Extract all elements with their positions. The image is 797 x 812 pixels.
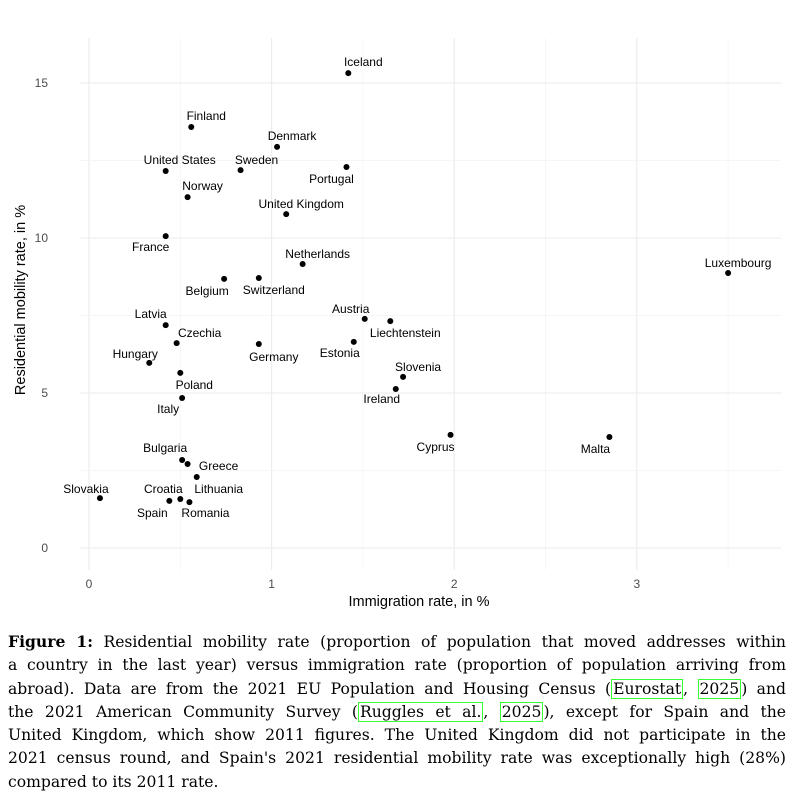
point-label-netherlands: Netherlands: [285, 247, 350, 261]
caption-text: ) and: [741, 679, 786, 698]
y-axis-label: Residential mobility rate, in %: [13, 205, 29, 395]
data-point-cyprus: [447, 431, 454, 438]
data-point-ireland: [392, 385, 399, 392]
point-label-romania: Romania: [181, 506, 229, 520]
figure-label: Figure 1:: [8, 632, 93, 651]
point-label-slovakia: Slovakia: [63, 482, 109, 496]
point-labels: Iceland Finland Denmark Sweden United States…: [63, 55, 771, 520]
citation-link-ruggles[interactable]: Ruggles et al.: [357, 701, 484, 722]
data-point-united-states: [162, 168, 169, 175]
x-axis-label: Immigration rate, in %: [348, 594, 489, 610]
citation-link-eurostat[interactable]: Eurostat: [611, 678, 684, 699]
data-point-sweden: [237, 167, 244, 174]
point-label-czechia: Czechia: [178, 326, 222, 340]
point-label-poland: Poland: [176, 378, 213, 392]
data-point-france: [162, 233, 169, 240]
data-point-malta: [606, 434, 613, 441]
data-point-latvia: [162, 322, 169, 329]
data-point-bulgaria: [179, 456, 186, 463]
point-label-germany: Germany: [249, 350, 298, 364]
point-label-iceland: Iceland: [344, 55, 383, 69]
data-point-belgium: [221, 275, 228, 282]
point-label-lithuania: Lithuania: [194, 482, 243, 496]
y-tick-label: 5: [41, 386, 48, 400]
data-point-lithuania: [193, 474, 200, 481]
data-point-portugal: [343, 164, 350, 171]
data-point-netherlands: [299, 261, 306, 268]
data-point-spain: [166, 497, 173, 504]
data-point-luxembourg: [725, 270, 732, 277]
point-label-switzerland: Switzerland: [243, 283, 305, 297]
point-label-united-kingdom: United Kingdom: [259, 197, 344, 211]
data-point-estonia: [350, 338, 357, 345]
caption-text: ), except for Spain and the: [543, 702, 786, 721]
point-label-luxembourg: Luxembourg: [705, 256, 772, 270]
x-tick-label: 0: [86, 577, 93, 591]
data-point-czechia: [173, 340, 180, 347]
data-point-italy: [179, 394, 186, 401]
point-label-norway: Norway: [182, 179, 223, 193]
point-label-united-states: United States: [144, 153, 216, 167]
point-label-denmark: Denmark: [268, 129, 318, 143]
point-label-portugal: Portugal: [309, 172, 354, 186]
caption-line: a country in the last year) versus immig…: [8, 656, 786, 675]
tick-labels: 0 1 2 3 0 5 10 15: [35, 76, 641, 591]
data-point-slovakia: [96, 495, 103, 502]
point-label-ireland: Ireland: [363, 392, 400, 406]
point-label-sweden: Sweden: [235, 153, 278, 167]
data-point-norway: [184, 194, 191, 201]
caption-line: 2021 census round, and Spain's 2021 resi…: [8, 749, 786, 768]
figure-caption: Figure 1: Residential mobility rate (pro…: [8, 630, 786, 794]
point-label-finland: Finland: [187, 109, 226, 123]
point-label-hungary: Hungary: [113, 347, 158, 361]
data-point-romania: [186, 499, 193, 506]
point-label-malta: Malta: [581, 442, 611, 456]
y-tick-label: 15: [35, 76, 49, 90]
point-label-france: France: [132, 240, 170, 254]
caption-line: the 2021 American Community Survey (: [8, 702, 358, 721]
data-point-croatia: [177, 496, 184, 503]
data-point-finland: [188, 124, 195, 131]
caption-line: abroad). Data are from the 2021 EU Popul…: [8, 679, 612, 698]
data-point-switzerland: [255, 274, 262, 281]
data-point-poland: [177, 369, 184, 376]
point-label-latvia: Latvia: [135, 307, 167, 321]
point-label-spain: Spain: [137, 506, 168, 520]
citation-link-ruggles-year[interactable]: 2025: [499, 701, 544, 722]
data-point-liechtenstein: [387, 318, 394, 325]
point-label-liechtenstein: Liechtenstein: [370, 326, 441, 340]
data-point-hungary: [146, 359, 153, 366]
caption-line: United Kingdom, which show 2011 figures.…: [8, 726, 786, 745]
data-point-greece: [184, 460, 191, 467]
caption-line: Residential mobility rate (proportion of…: [103, 633, 786, 651]
data-point-united-kingdom: [283, 211, 290, 218]
point-label-cyprus: Cyprus: [417, 440, 455, 454]
scatter-chart: 0 1 2 3 0 5 10 15 Iceland Finland Denmark Sweden Un…: [13, 38, 781, 610]
point-label-croatia: Croatia: [144, 482, 183, 496]
point-label-greece: Greece: [199, 459, 239, 473]
x-tick-label: 2: [451, 577, 458, 591]
caption-line: compared to its 2011 rate.: [8, 772, 219, 791]
data-point-iceland: [345, 70, 352, 77]
data-point-germany: [255, 341, 262, 348]
point-label-belgium: Belgium: [185, 284, 228, 298]
data-points: [96, 70, 732, 506]
point-label-austria: Austria: [332, 302, 370, 316]
point-label-slovenia: Slovenia: [395, 360, 441, 374]
data-point-slovenia: [400, 373, 407, 380]
data-point-austria: [361, 315, 368, 322]
point-label-bulgaria: Bulgaria: [143, 441, 187, 455]
gridlines: [80, 38, 781, 570]
citation-link-eurostat-year[interactable]: 2025: [697, 678, 742, 699]
point-label-estonia: Estonia: [320, 346, 360, 360]
y-tick-label: 10: [35, 231, 49, 245]
x-tick-label: 3: [633, 577, 640, 591]
data-point-denmark: [274, 143, 281, 150]
point-label-italy: Italy: [157, 402, 179, 416]
x-tick-label: 1: [268, 577, 275, 591]
y-tick-label: 0: [41, 541, 48, 555]
